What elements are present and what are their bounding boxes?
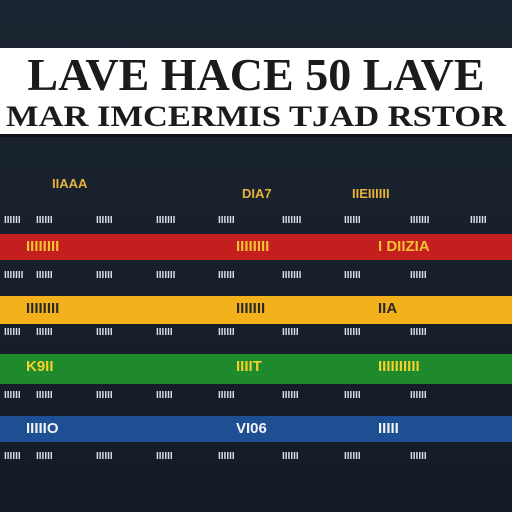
table-cell: IIIIII	[96, 327, 113, 338]
table-cell: IIIIII	[282, 451, 299, 462]
table-cell: IIIIII	[218, 327, 235, 338]
table-cell: IIIIII	[36, 215, 53, 226]
table-cell: IIIIII	[344, 215, 361, 226]
table-row: IIIIII IIIIII IIIIII IIIIII IIIIII IIIIII IIII…	[0, 385, 512, 409]
title-line-1: LAVE HACE 50 LAVE	[27, 49, 485, 100]
table-cell: IIIIIIII	[26, 238, 60, 255]
table-cell: VI06	[236, 420, 267, 437]
table-cell: IIIIT	[236, 358, 262, 375]
table-cell: IIIIII	[410, 451, 427, 462]
table-cell: IIIIII	[4, 327, 21, 338]
table-cell: IIIIIII	[156, 215, 176, 226]
table-cell: IIIIII	[96, 215, 113, 226]
table-cell: IIIIIII	[410, 215, 430, 226]
table-cell: IIIIIII	[4, 270, 24, 281]
table-row: IIIIII IIIIII IIIIII IIIIII IIIIII IIIIII IIII…	[0, 322, 512, 346]
table-cell: IIIIII	[410, 390, 427, 401]
table-cell: IIIIIII	[282, 215, 302, 226]
table-cell: IIIIII	[218, 270, 235, 281]
header-col-b: DIA7	[242, 186, 272, 201]
table-cell: IIIIII	[156, 327, 173, 338]
table-cell: IIIIII	[4, 451, 21, 462]
table-cell: IIIIIIII	[26, 300, 60, 317]
table-cell: IIIIII	[218, 215, 235, 226]
table-row-yellow: IIIIIIII IIIIIII IIA	[0, 296, 512, 324]
table-cell: IIIIIII	[236, 300, 266, 317]
title-line-2: MAR IMCERMIS TJAD RSTOR	[6, 100, 506, 133]
table-cell: IIIIII	[218, 390, 235, 401]
table-cell: IIIIII	[344, 390, 361, 401]
table-cell: IIIIII	[344, 451, 361, 462]
table-cell: IIIIII	[96, 451, 113, 462]
table-cell: IIIIII	[36, 270, 53, 281]
table-cell: IIIIII	[36, 327, 53, 338]
table-cell: IIIIII	[4, 390, 21, 401]
table-cell: IIIIII	[36, 390, 53, 401]
table-cell: IIIIII	[344, 327, 361, 338]
table-cell: IIIII	[378, 420, 399, 437]
table-cell: IIIIII	[410, 327, 427, 338]
table-cell: IIIIII	[218, 451, 235, 462]
table-cell: I DIIZIA	[378, 238, 430, 255]
table-cell: IIA	[378, 300, 398, 317]
table-cell: IIIIII	[96, 270, 113, 281]
table-row-blue: IIIIIO VI06 IIIII	[0, 416, 512, 442]
table-row-green: K9II IIIIT IIIIIIIIII	[0, 354, 512, 384]
table-header: IIAAA DIA7 IIEIIIIII	[0, 176, 512, 210]
table-cell: K9II	[26, 358, 54, 375]
table-cell: IIIIII	[156, 451, 173, 462]
table-cell: IIIIIIII	[236, 238, 270, 255]
table-cell: IIIIII	[4, 215, 21, 226]
table-cell: IIIIII	[282, 327, 299, 338]
title-banner: LAVE HACE 50 LAVE MAR IMCERMIS TJAD RSTO…	[0, 48, 512, 137]
table-cell: IIIIII	[470, 215, 487, 226]
table-cell: IIIIII	[410, 270, 427, 281]
table-cell: IIIIIIIIII	[378, 358, 420, 375]
header-col-c: IIEIIIIII	[352, 186, 390, 201]
table-row-red: IIIIIIII IIIIIIII I DIIZIA	[0, 234, 512, 260]
table-cell: IIIIII	[156, 390, 173, 401]
table-cell: IIIIII	[282, 390, 299, 401]
table-cell: IIIIIII	[156, 270, 176, 281]
table-cell: IIIIIO	[26, 420, 59, 437]
header-col-a: IIAAA	[52, 176, 88, 191]
table-cell: IIIIII	[344, 270, 361, 281]
table-cell: IIIIII	[36, 451, 53, 462]
table-row: IIIIII IIIIII IIIIII IIIIII IIIIII IIIIII IIII…	[0, 446, 512, 468]
table-cell: IIIIIII	[282, 270, 302, 281]
table-cell: IIIIII	[96, 390, 113, 401]
